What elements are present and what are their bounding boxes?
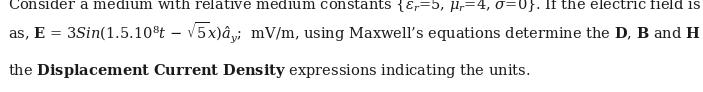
Text: as, $\mathbf{E}$ = 3$Sin$(1.5.10$^8$$t$ − $\sqrt{5}$$x$)$\hat{a}_y$;  mV/m, usin: as, $\mathbf{E}$ = 3$Sin$(1.5.10$^8$$t$ …: [8, 21, 703, 46]
Text: Consider a medium with relative medium constants {$\varepsilon_r$=5, $\mu_r$=4, : Consider a medium with relative medium c…: [8, 0, 703, 14]
Text: the $\mathbf{Displacement\ Current\ Density}$ expressions indicating the units.: the $\mathbf{Displacement\ Current\ Dens…: [8, 62, 531, 80]
